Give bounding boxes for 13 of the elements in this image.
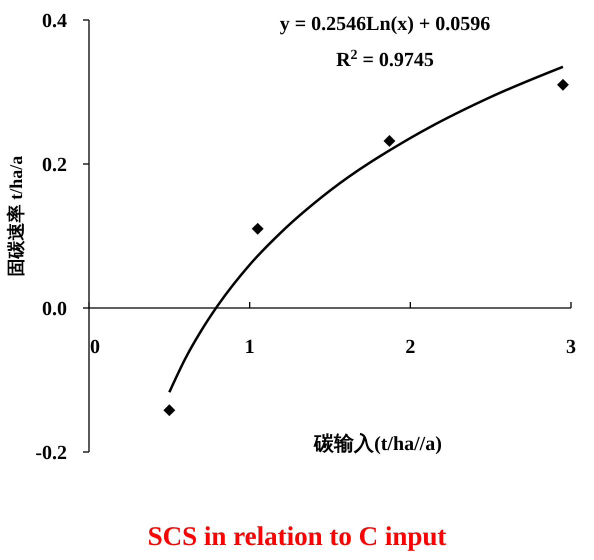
x-axis-title: 碳输入(t/ha//a) — [313, 432, 442, 455]
text: SCS in relation to C input — [148, 521, 446, 551]
annotation: R$^{2}$ = 0.9745 — [336, 48, 434, 71]
x-tick-label: 2 — [405, 336, 416, 358]
y-axis-title: 固碳速率 t/ha/a — [6, 156, 26, 276]
x-tick-label: 3 — [566, 336, 576, 358]
x-tick-label: 0 — [90, 336, 100, 358]
y-tick-label: 0.0 — [42, 298, 67, 320]
annotation: y = 0.2546Ln(x) + 0.0596 — [280, 13, 490, 35]
y-tick-label: -0.2 — [35, 442, 67, 464]
x-tick-label: 1 — [244, 336, 255, 358]
y-tick-label: 0.2 — [42, 154, 67, 176]
y-tick-label: 0.4 — [42, 10, 67, 32]
